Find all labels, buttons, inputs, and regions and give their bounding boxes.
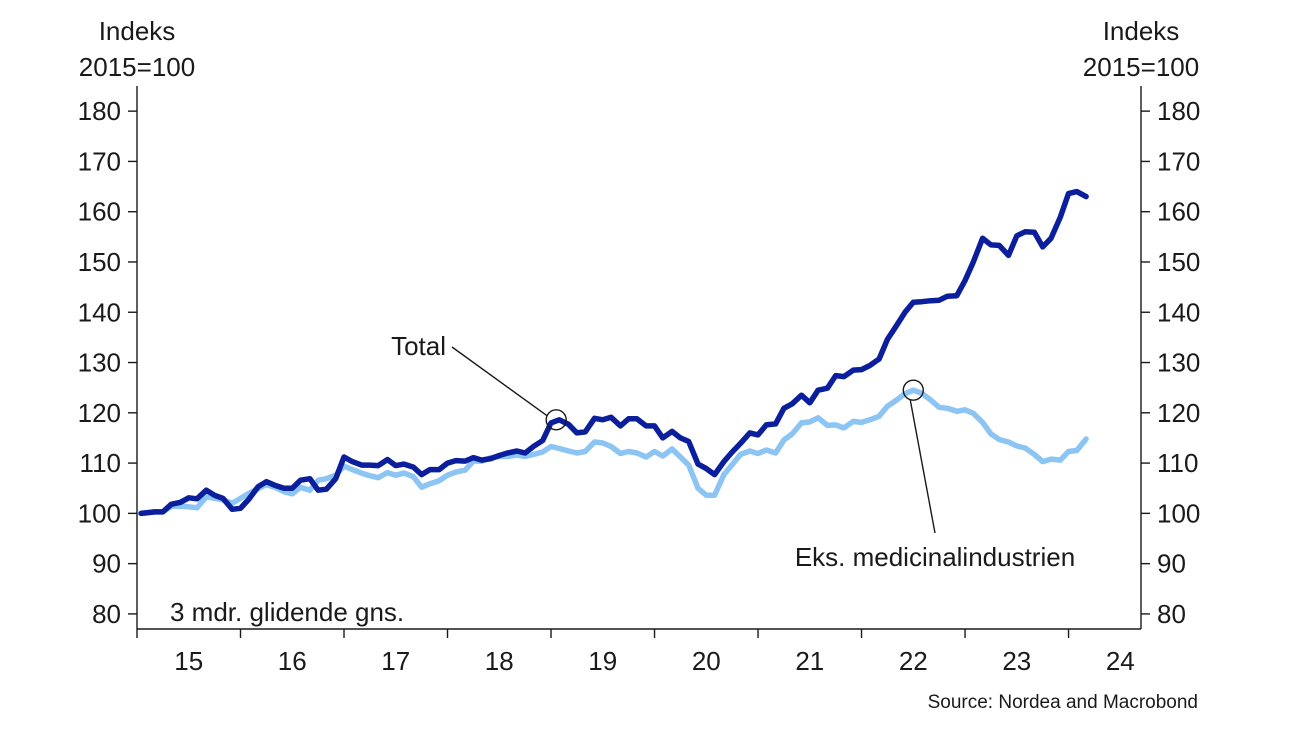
y-axis-ticks: 80 80 90 90 100 100 110 110 120 120 130 130 140 140 15… — [78, 96, 1201, 629]
y-tick-label-right: 90 — [1157, 549, 1186, 579]
y-tick-label-left: 80 — [92, 599, 121, 629]
left-axis-title-line1: Indeks — [99, 16, 176, 46]
series-line-eks-medicinalindustrien — [138, 387, 1089, 517]
y-tick-label-right: 160 — [1157, 197, 1200, 227]
x-axis-ticks: 15 16 17 18 19 20 21 22 23 24 — [136, 629, 1135, 676]
plot-frame — [136, 86, 1142, 630]
annotation-leader-total — [451, 346, 548, 417]
left-axis-title-line2: 2015=100 — [79, 52, 195, 82]
x-tick-label: 16 — [278, 646, 307, 676]
right-axis-title-line2: 2015=100 — [1083, 52, 1199, 82]
y-tick-label-right: 120 — [1157, 398, 1200, 428]
y-tick-label-right: 170 — [1157, 146, 1200, 176]
x-tick-label: 24 — [1106, 646, 1135, 676]
y-tick-label-left: 110 — [80, 448, 121, 478]
x-tick-label: 19 — [588, 646, 617, 676]
y-tick-label-left: 130 — [78, 348, 121, 378]
series-lines — [138, 188, 1089, 517]
y-tick-label-left: 170 — [78, 146, 121, 176]
y-tick-label-left: 100 — [78, 498, 121, 528]
y-tick-label-right: 130 — [1157, 348, 1200, 378]
x-tick-label: 21 — [795, 646, 824, 676]
y-tick-label-left: 90 — [92, 549, 121, 579]
y-tick-label-left: 140 — [78, 297, 121, 327]
annotation-label-total: Total — [391, 331, 446, 361]
right-axis-title-line1: Indeks — [1103, 16, 1180, 46]
annotations: Total Eks. medicinalindustrien — [391, 331, 1075, 572]
annotation-label-eks: Eks. medicinalindustrien — [795, 542, 1075, 572]
x-tick-label: 23 — [1002, 646, 1031, 676]
series-line-total — [138, 188, 1089, 517]
y-tick-label-left: 160 — [78, 197, 121, 227]
annotation-leader-eks — [909, 400, 936, 534]
source-note: Source: Nordea and Macrobond — [928, 692, 1198, 713]
y-tick-label-right: 80 — [1157, 599, 1186, 629]
x-tick-label: 18 — [485, 646, 514, 676]
y-tick-label-left: 150 — [78, 247, 121, 277]
x-tick-label: 17 — [381, 646, 410, 676]
x-tick-label: 20 — [692, 646, 721, 676]
y-tick-label-right: 100 — [1157, 498, 1200, 528]
y-tick-label-right: 140 — [1157, 297, 1200, 327]
annotation-circle-total — [545, 409, 567, 431]
y-tick-label-right: 110 — [1157, 448, 1198, 478]
y-tick-label-left: 180 — [78, 96, 121, 126]
x-tick-label: 22 — [899, 646, 928, 676]
y-tick-label-right: 150 — [1157, 247, 1200, 277]
y-tick-label-right: 180 — [1157, 96, 1200, 126]
annotation-circle-eks — [902, 379, 924, 401]
smoothing-note: 3 mdr. glidende gns. — [170, 597, 404, 627]
y-tick-label-left: 120 — [78, 398, 121, 428]
x-tick-label: 15 — [174, 646, 203, 676]
